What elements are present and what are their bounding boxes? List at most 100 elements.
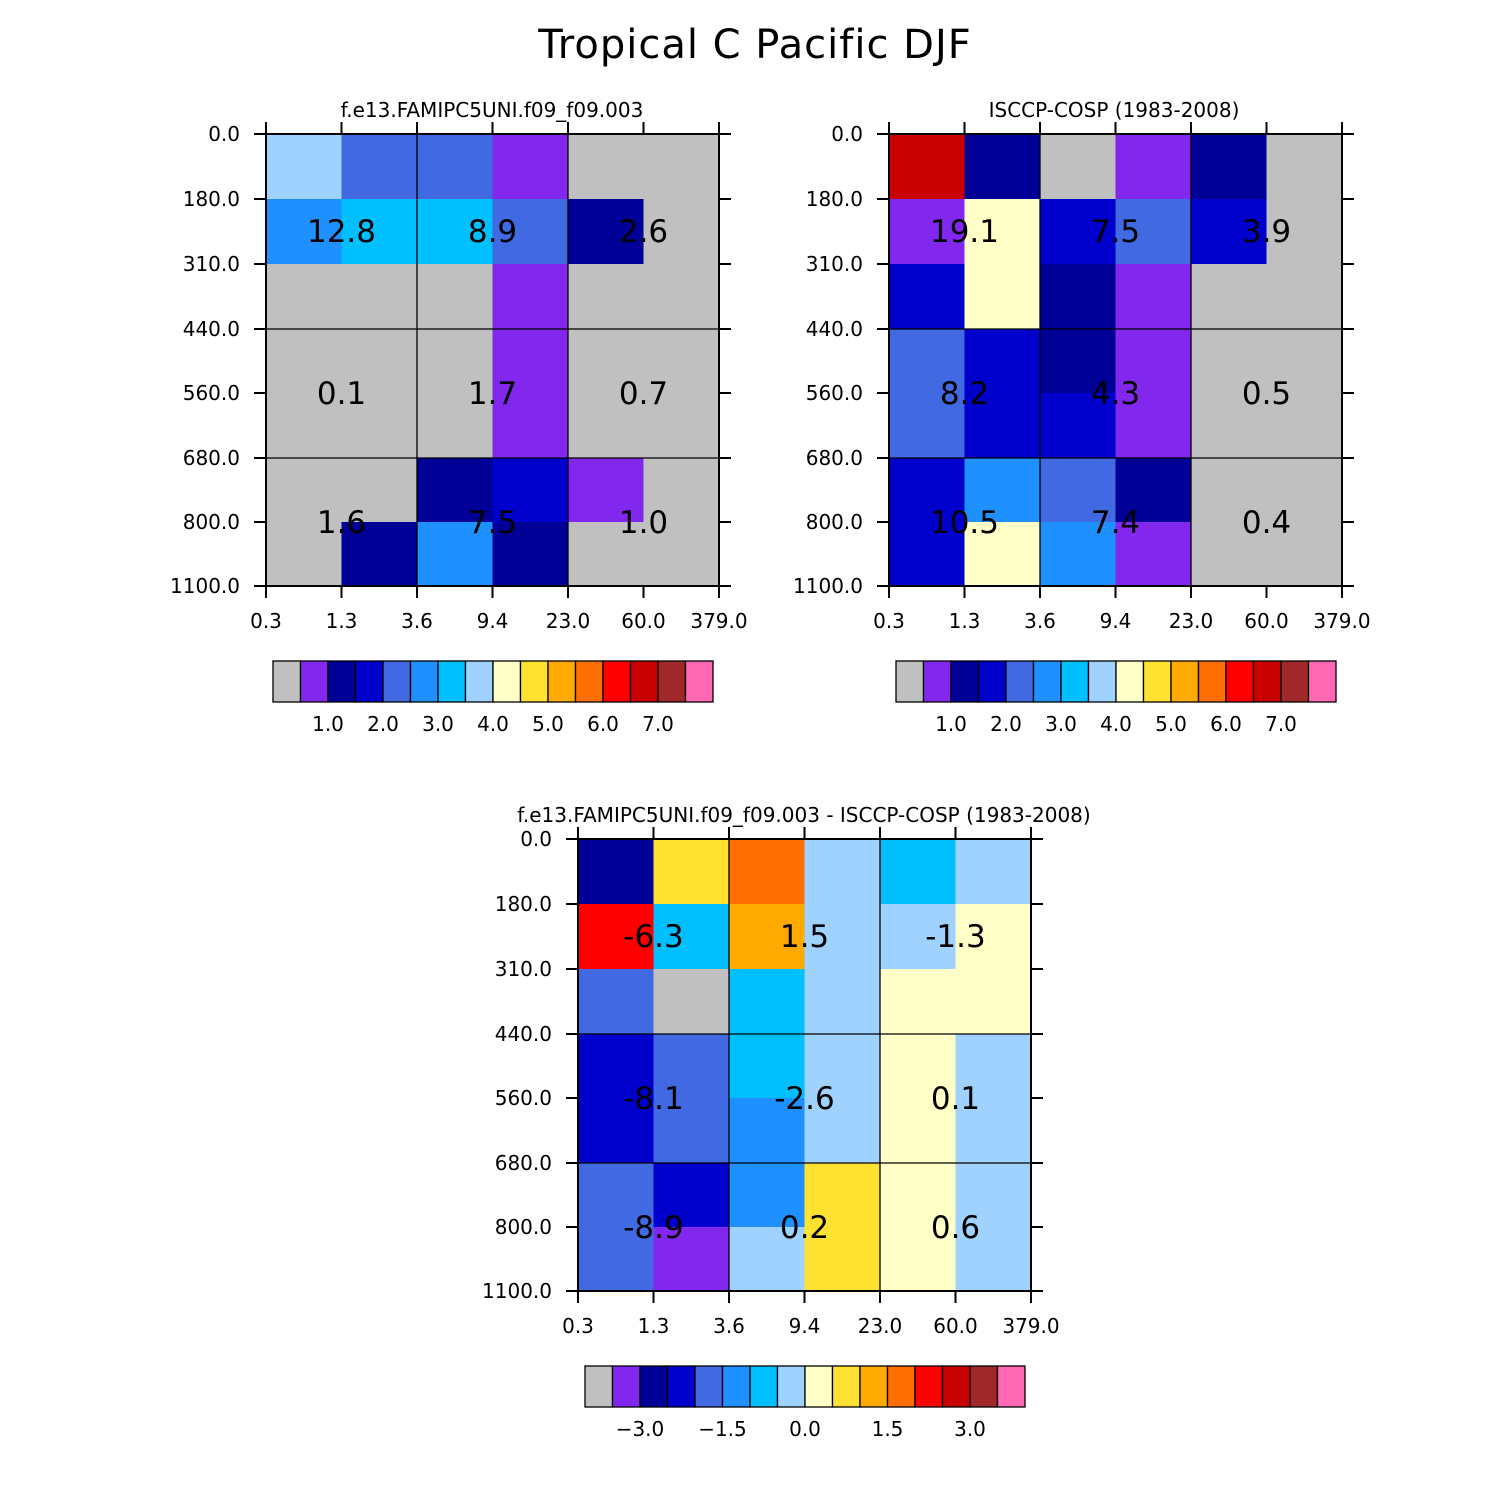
colorbar-label: 7.0 <box>642 712 674 736</box>
box-sum-label: 1.0 <box>619 505 668 541</box>
heatmap-cell <box>417 329 494 394</box>
box-sum-label: 0.7 <box>619 376 668 412</box>
colorbar-label: 1.5 <box>872 1417 904 1441</box>
heatmap-cell <box>1115 393 1192 459</box>
colorbar-swatch <box>382 660 412 703</box>
heatmap-cell <box>804 1034 881 1099</box>
heatmap-cell <box>1040 458 1117 523</box>
heatmap-cell <box>417 134 494 200</box>
heatmap-cell <box>964 199 1041 265</box>
y-tick-label: 440.0 <box>495 1022 552 1046</box>
colorbar: 1.0 2.0 3.0 4.0 5.0 6.0 7.0 <box>272 660 714 736</box>
heatmap-cell <box>1266 393 1343 459</box>
panel-title: f.e13.FAMIPC5UNI.f09_f09.003 <box>341 98 644 122</box>
colorbar-swatch <box>299 660 329 703</box>
heatmap-cell <box>653 839 730 905</box>
y-tick-label: 180.0 <box>806 187 863 211</box>
box-sum-label: 1.7 <box>468 376 517 412</box>
heatmap-cell <box>643 264 720 330</box>
heatmap-cell <box>729 969 806 1035</box>
heatmap-cell <box>880 839 957 905</box>
heatmap-cell <box>643 134 720 200</box>
colorbar-label: 2.0 <box>367 712 399 736</box>
x-tick-label: 9.4 <box>1100 609 1132 633</box>
y-tick-label: 310.0 <box>495 957 552 981</box>
y-tick-label: 1100.0 <box>482 1279 552 1303</box>
y-tick-label: 800.0 <box>806 510 863 534</box>
colorbar-swatch <box>492 660 522 703</box>
heatmap-cell <box>880 1163 957 1228</box>
box-sum-label: 19.1 <box>930 214 999 250</box>
x-tick-label: 379.0 <box>1002 1314 1059 1338</box>
box-sum-label: 2.6 <box>619 214 668 250</box>
heatmap-cell <box>417 264 494 330</box>
y-tick-label: 180.0 <box>495 892 552 916</box>
x-tick-label: 60.0 <box>621 609 666 633</box>
heatmap-cell <box>1191 393 1268 459</box>
heatmap-cell <box>341 393 418 459</box>
heatmap-cell <box>729 839 806 905</box>
colorbar-swatch <box>1060 660 1090 703</box>
colorbar-swatch <box>831 1365 861 1408</box>
box-sum-label: -8.9 <box>623 1210 684 1246</box>
heatmap-cell <box>643 458 720 523</box>
heatmap-cell <box>1115 199 1192 265</box>
colorbar-swatch <box>639 1365 669 1408</box>
heatmap-cell <box>568 458 645 523</box>
box-sum-label: -8.1 <box>623 1081 684 1117</box>
heatmap-cell <box>266 199 343 265</box>
heatmap-cell <box>1115 329 1192 394</box>
colorbar-swatch <box>1142 660 1172 703</box>
colorbar-swatch <box>464 660 494 703</box>
heatmap-cell <box>492 522 569 587</box>
colorbar-swatch <box>1307 660 1337 703</box>
colorbar-swatch <box>1005 660 1035 703</box>
heatmap-cell <box>568 134 645 200</box>
x-tick-label: 1.3 <box>326 609 358 633</box>
box-sum-label: 12.8 <box>307 214 376 250</box>
heatmap-cell <box>804 1227 881 1292</box>
heatmap-cell <box>1040 393 1117 459</box>
box-sum-label: 4.3 <box>1091 376 1140 412</box>
heatmap-cell <box>341 134 418 200</box>
heatmap-cell <box>653 904 730 970</box>
colorbar-swatch <box>1252 660 1282 703</box>
heatmap-cell <box>653 969 730 1035</box>
box-sum-label: 8.9 <box>468 214 517 250</box>
panel-title: f.e13.FAMIPC5UNI.f09_f09.003 - ISCCP-COS… <box>517 803 1090 827</box>
colorbar-swatch <box>996 1365 1026 1408</box>
x-tick-label: 23.0 <box>858 1314 903 1338</box>
y-tick-label: 310.0 <box>183 252 240 276</box>
box-sum-label: 7.4 <box>1091 505 1140 541</box>
colorbar-swatch <box>611 1365 641 1408</box>
colorbar-swatch <box>409 660 439 703</box>
heatmap-cell <box>1266 522 1343 587</box>
colorbar-label: 2.0 <box>990 712 1022 736</box>
colorbar-swatch <box>941 1365 971 1408</box>
colorbar-label: 3.0 <box>422 712 454 736</box>
colorbar-label: 1.0 <box>935 712 967 736</box>
y-tick-label: 560.0 <box>495 1086 552 1110</box>
box-sum-label: 0.1 <box>931 1081 980 1117</box>
heatmap-cell <box>964 393 1041 459</box>
colorbar-swatch <box>922 660 952 703</box>
heatmap-cell <box>341 458 418 523</box>
heatmap-cell <box>417 199 494 265</box>
y-tick-label: 560.0 <box>183 381 240 405</box>
heatmap-cell <box>492 329 569 394</box>
heatmap-cell <box>578 969 655 1035</box>
y-tick-label: 0.0 <box>208 122 240 146</box>
heatmap-cell <box>1191 134 1268 200</box>
panel-title: ISCCP-COSP (1983-2008) <box>989 98 1240 122</box>
colorbar-swatch <box>1197 660 1227 703</box>
heatmap-cell <box>1040 264 1117 330</box>
colorbar-swatch <box>574 660 604 703</box>
x-tick-label: 3.6 <box>401 609 433 633</box>
y-tick-label: 180.0 <box>183 187 240 211</box>
colorbar-swatch <box>272 660 302 703</box>
heatmap-cell <box>653 1098 730 1164</box>
colorbar-swatch <box>657 660 687 703</box>
colorbar-swatch <box>1087 660 1117 703</box>
colorbar-swatch <box>776 1365 806 1408</box>
